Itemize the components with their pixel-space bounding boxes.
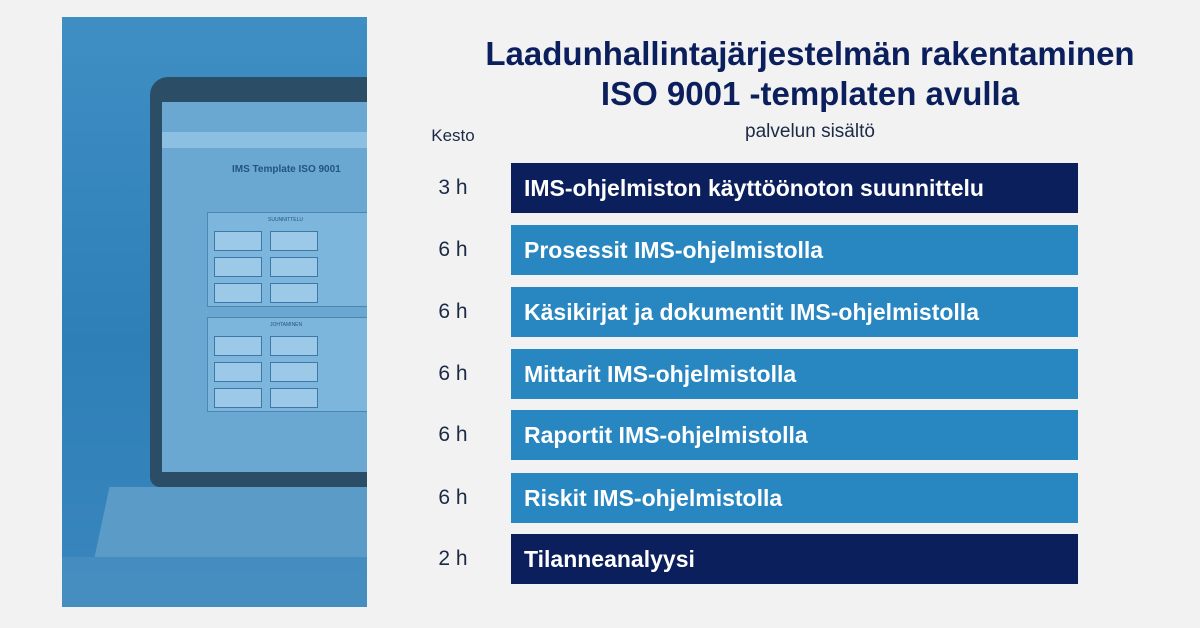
- row-duration: 6 h: [438, 423, 468, 446]
- duration-column-header: Kesto: [431, 126, 475, 145]
- service-row-manuals: 6 h Käsikirjat ja dokumentit IMS-ohjelmi…: [415, 287, 1078, 337]
- row-duration: 3 h: [438, 176, 468, 199]
- row-label: Prosessit IMS-ohjelmistolla: [511, 225, 1078, 275]
- row-label: Riskit IMS-ohjelmistolla: [511, 473, 1078, 523]
- service-row-metrics: 6 h Mittarit IMS-ohjelmistolla: [415, 349, 1078, 399]
- row-label: Tilanneanalyysi: [511, 534, 1078, 584]
- screen-toolbar: [162, 132, 367, 148]
- service-row-planning: 3 h IMS-ohjelmiston käyttöönoton suunnit…: [415, 163, 1078, 213]
- screen-box: [214, 362, 262, 382]
- screen-box: [270, 336, 318, 356]
- service-row-reports: 6 h Raportit IMS-ohjelmistolla: [415, 410, 1078, 460]
- laptop-photo: IMS Template ISO 9001 SUUNNITTELU JOHTAM…: [62, 17, 367, 607]
- screen-box: [214, 388, 262, 408]
- screen-box: [214, 257, 262, 277]
- screen-box: [270, 283, 318, 303]
- laptop-screen: IMS Template ISO 9001 SUUNNITTELU JOHTAM…: [162, 102, 367, 472]
- row-duration: 6 h: [438, 486, 468, 509]
- screen-card-label: JOHTAMINEN: [270, 322, 303, 328]
- row-duration: 6 h: [438, 362, 468, 385]
- row-label: IMS-ohjelmiston käyttöönoton suunnittelu: [511, 163, 1078, 213]
- row-duration: 6 h: [438, 300, 468, 323]
- laptop-keyboard: [94, 487, 367, 557]
- screen-card-management: JOHTAMINEN: [207, 317, 367, 412]
- service-row-risks: 6 h Riskit IMS-ohjelmistolla: [415, 473, 1078, 523]
- screen-title: IMS Template ISO 9001: [232, 164, 341, 175]
- screen-box: [270, 388, 318, 408]
- screen-box: [214, 336, 262, 356]
- screen-box: [214, 231, 262, 251]
- row-label: Mittarit IMS-ohjelmistolla: [511, 349, 1078, 399]
- title-line-2: ISO 9001 -templaten avulla: [600, 75, 1020, 112]
- screen-box: [214, 283, 262, 303]
- service-row-analysis: 2 h Tilanneanalyysi: [415, 534, 1078, 584]
- row-label: Raportit IMS-ohjelmistolla: [511, 410, 1078, 460]
- row-duration: 6 h: [438, 238, 468, 261]
- screen-card-planning: SUUNNITTELU: [207, 212, 367, 307]
- screen-box: [270, 257, 318, 277]
- row-label: Käsikirjat ja dokumentit IMS-ohjelmistol…: [511, 287, 1078, 337]
- screen-box: [270, 362, 318, 382]
- page-title: Laadunhallintajärjestelmän rakentaminen …: [440, 34, 1180, 114]
- service-row-processes: 6 h Prosessit IMS-ohjelmistolla: [415, 225, 1078, 275]
- screen-box: [270, 231, 318, 251]
- title-line-1: Laadunhallintajärjestelmän rakentaminen: [485, 35, 1135, 72]
- row-duration: 2 h: [438, 547, 468, 570]
- page-subtitle: palvelun sisältö: [745, 121, 875, 142]
- screen-card-label: SUUNNITTELU: [268, 217, 304, 223]
- desk-surface: [62, 557, 367, 607]
